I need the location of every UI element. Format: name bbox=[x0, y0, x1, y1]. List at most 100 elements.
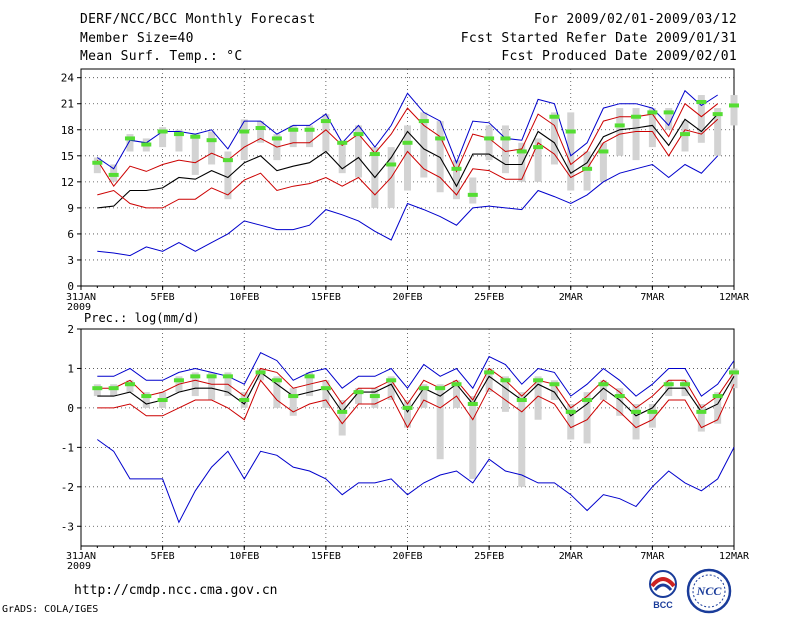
temperature-range-bar bbox=[681, 121, 689, 152]
temperature-xtick-label: 15FEB bbox=[311, 292, 341, 303]
precipitation-observed-marker bbox=[549, 382, 560, 387]
temperature-observed-marker bbox=[418, 119, 429, 124]
precipitation-range-bar bbox=[208, 372, 216, 401]
precipitation-line-max bbox=[97, 352, 735, 397]
temperature-range-bar bbox=[355, 125, 363, 178]
temperature-range-bar bbox=[257, 121, 265, 143]
forecast-period: For 2009/02/01-2009/03/12 bbox=[533, 12, 737, 27]
temperature-observed-marker bbox=[337, 140, 348, 145]
temperature-range-bar bbox=[404, 125, 411, 191]
precipitation-observed-marker bbox=[255, 370, 266, 375]
temperature-observed-marker bbox=[533, 145, 544, 150]
precipitation-range-bar bbox=[599, 380, 607, 401]
precipitation-observed-marker bbox=[271, 378, 282, 383]
temperature-range-bar bbox=[485, 125, 493, 161]
precipitation-observed-marker bbox=[467, 401, 478, 406]
temperature-observed-marker bbox=[271, 136, 282, 141]
precipitation-range-bar bbox=[322, 380, 330, 408]
temperature-range-bar bbox=[550, 112, 558, 165]
temperature-range-bar bbox=[126, 134, 134, 152]
temperature-observed-marker bbox=[582, 166, 593, 171]
temperature-range-bar bbox=[436, 121, 444, 193]
precipitation-xtick-label: 15FEB bbox=[311, 551, 341, 562]
precipitation-xtick-label: 20FEB bbox=[392, 551, 422, 562]
temperature-range-bar bbox=[697, 95, 705, 143]
precipitation-range-bar bbox=[697, 403, 705, 432]
precipitation-ytick-label: -2 bbox=[61, 481, 74, 494]
precipitation-observed-marker bbox=[222, 374, 233, 379]
temperature-range-bar bbox=[632, 108, 640, 161]
temperature-observed-marker bbox=[647, 110, 658, 115]
precipitation-xtick-label: 10FEB bbox=[229, 551, 259, 562]
precipitation-line-mean bbox=[97, 371, 735, 417]
precipitation-observed-marker bbox=[402, 405, 413, 410]
temperature-range-bar bbox=[93, 157, 101, 174]
temperature-range-bar bbox=[159, 127, 167, 148]
ncc-logo-text: NCC bbox=[696, 584, 723, 598]
temperature-ytick-label: 6 bbox=[67, 228, 74, 241]
temperature-observed-marker bbox=[631, 114, 642, 119]
temperature-range-bar bbox=[175, 129, 183, 152]
precipitation-observed-marker bbox=[582, 398, 593, 403]
temperature-range-bar bbox=[191, 134, 199, 175]
temperature-observed-marker bbox=[663, 110, 674, 115]
precipitation-observed-marker bbox=[500, 378, 511, 383]
temperature-observed-marker bbox=[369, 152, 380, 157]
temperature-range-bar bbox=[616, 108, 624, 156]
precipitation-xtick-label: 7MAR bbox=[640, 551, 665, 562]
produced-date-label: Fcst Produced Date 2009/02/01 bbox=[501, 49, 737, 64]
precipitation-observed-marker bbox=[451, 382, 462, 387]
temperature-observed-marker bbox=[206, 138, 217, 143]
precipitation-xtick-label: 31JAN bbox=[66, 551, 96, 562]
temperature-ytick-label: 0 bbox=[67, 280, 74, 293]
precipitation-observed-marker bbox=[663, 382, 674, 387]
temperature-observed-marker bbox=[467, 192, 478, 197]
bcc-logo-text: BCC bbox=[653, 600, 673, 610]
temperature-observed-marker bbox=[712, 112, 723, 117]
temperature-xtick-label: 31JAN bbox=[66, 292, 96, 303]
temperature-xtick-label: 25FEB bbox=[474, 292, 504, 303]
precipitation-range-bar bbox=[436, 384, 444, 460]
temperature-observed-marker bbox=[108, 172, 119, 177]
precipitation-range-bar bbox=[289, 388, 297, 416]
precipitation-observed-marker bbox=[614, 394, 625, 399]
temperature-range-bar bbox=[208, 131, 216, 165]
precipitation-xtick-sublabel: 2009 bbox=[67, 561, 91, 572]
temperature-range-bar bbox=[599, 142, 607, 182]
precipitation-range-bar bbox=[142, 392, 150, 408]
grads-credit: GrADS: COLA/IGES bbox=[2, 604, 99, 615]
temperature-range-bar bbox=[338, 142, 346, 174]
precipitation-observed-marker bbox=[386, 378, 397, 383]
temperature-observed-marker bbox=[680, 132, 691, 137]
precipitation-xtick-label: 5FEB bbox=[151, 551, 175, 562]
precipitation-range-bar bbox=[355, 388, 363, 404]
temperature-range-bar bbox=[567, 112, 575, 191]
precipitation-range-bar bbox=[567, 403, 575, 440]
precipitation-observed-marker bbox=[320, 386, 331, 391]
precipitation-observed-marker bbox=[239, 398, 250, 403]
member-size-label: Member Size=40 bbox=[80, 31, 194, 46]
temperature-range-bar bbox=[224, 151, 232, 200]
temperature-observed-marker bbox=[288, 127, 299, 132]
temperature-observed-marker bbox=[451, 166, 462, 171]
precipitation-ytick-label: 1 bbox=[67, 362, 74, 375]
temperature-range-bar bbox=[289, 125, 297, 148]
temperature-range-bar bbox=[583, 151, 591, 191]
temperature-ytick-label: 9 bbox=[67, 202, 74, 215]
temperature-range-bar bbox=[469, 177, 477, 204]
precipitation-xtick-label: 25FEB bbox=[474, 551, 504, 562]
temperature-line-upper bbox=[96, 102, 719, 188]
temperature-range-bar bbox=[452, 160, 460, 200]
precipitation-range-bar bbox=[730, 368, 738, 389]
temperature-observed-marker bbox=[173, 132, 184, 137]
temperature-ytick-label: 15 bbox=[61, 150, 74, 163]
precipitation-ytick-label: -3 bbox=[61, 520, 74, 533]
precipitation-range-bar bbox=[273, 376, 281, 408]
precipitation-range-bar bbox=[501, 376, 509, 412]
precipitation-observed-marker bbox=[696, 409, 707, 414]
temperature-range-bar bbox=[648, 108, 656, 148]
temperature-ytick-label: 24 bbox=[61, 72, 75, 85]
temperature-ytick-label: 21 bbox=[61, 98, 74, 111]
precipitation-range-bar bbox=[420, 384, 428, 408]
